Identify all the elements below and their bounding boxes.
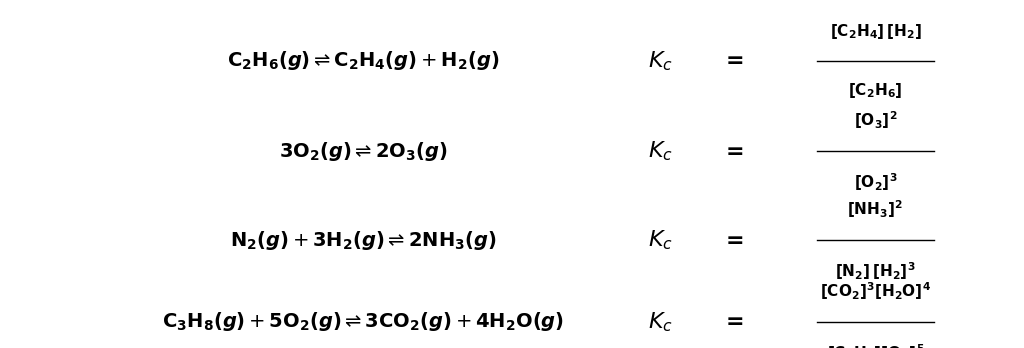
Text: $\mathbf{N_2}\boldsymbol{(g)} + \mathbf{3H_2}\boldsymbol{(g)} \rightleftharpoons: $\mathbf{N_2}\boldsymbol{(g)} + \mathbf{… xyxy=(230,229,497,252)
Text: $\mathbf{C_2H_6}\boldsymbol{(g)} \rightleftharpoons \mathbf{C_2H_4}\boldsymbol{(: $\mathbf{C_2H_6}\boldsymbol{(g)} \rightl… xyxy=(227,49,500,72)
Text: $\mathbf{[C_2H_6]}$: $\mathbf{[C_2H_6]}$ xyxy=(848,81,903,100)
Text: $\boldsymbol{=}$: $\boldsymbol{=}$ xyxy=(721,230,743,250)
Text: $\mathbf{3O_2}\boldsymbol{(g)} \rightleftharpoons \mathbf{2O_3}\boldsymbol{(g)}$: $\mathbf{3O_2}\boldsymbol{(g)} \rightlef… xyxy=(280,140,447,163)
Text: $\boldsymbol{=}$: $\boldsymbol{=}$ xyxy=(721,312,743,332)
Text: $\mathbf{C_3H_8}\boldsymbol{(g)} + \mathbf{5O_2}\boldsymbol{(g)} \rightleftharpo: $\mathbf{C_3H_8}\boldsymbol{(g)} + \math… xyxy=(163,310,564,333)
Text: $\mathbf{[O_3]^2}$: $\mathbf{[O_3]^2}$ xyxy=(854,110,897,131)
Text: $\mathbf{[NH_3]^2}$: $\mathbf{[NH_3]^2}$ xyxy=(848,198,903,220)
Text: $\boldsymbol{K_c}$: $\boldsymbol{K_c}$ xyxy=(648,228,673,252)
Text: $\boldsymbol{K_c}$: $\boldsymbol{K_c}$ xyxy=(648,310,673,334)
Text: $\boldsymbol{K_c}$: $\boldsymbol{K_c}$ xyxy=(648,49,673,73)
Text: $\boldsymbol{K_c}$: $\boldsymbol{K_c}$ xyxy=(648,140,673,163)
Text: $\mathbf{[CO_2]^3[H_2O]^4}$: $\mathbf{[CO_2]^3[H_2O]^4}$ xyxy=(820,280,931,302)
Text: $\boldsymbol{=}$: $\boldsymbol{=}$ xyxy=(721,142,743,161)
Text: $\boldsymbol{=}$: $\boldsymbol{=}$ xyxy=(721,51,743,71)
Text: $\mathbf{[C_2H_4]\,[H_2]}$: $\mathbf{[C_2H_4]\,[H_2]}$ xyxy=(829,22,922,41)
Text: $\mathbf{[N_2]\,[H_2]^3}$: $\mathbf{[N_2]\,[H_2]^3}$ xyxy=(836,260,915,282)
Text: $\mathbf{[C_3H_8][O_2]^5}$: $\mathbf{[C_3H_8][O_2]^5}$ xyxy=(826,342,925,348)
Text: $\mathbf{[O_2]^3}$: $\mathbf{[O_2]^3}$ xyxy=(854,172,897,193)
